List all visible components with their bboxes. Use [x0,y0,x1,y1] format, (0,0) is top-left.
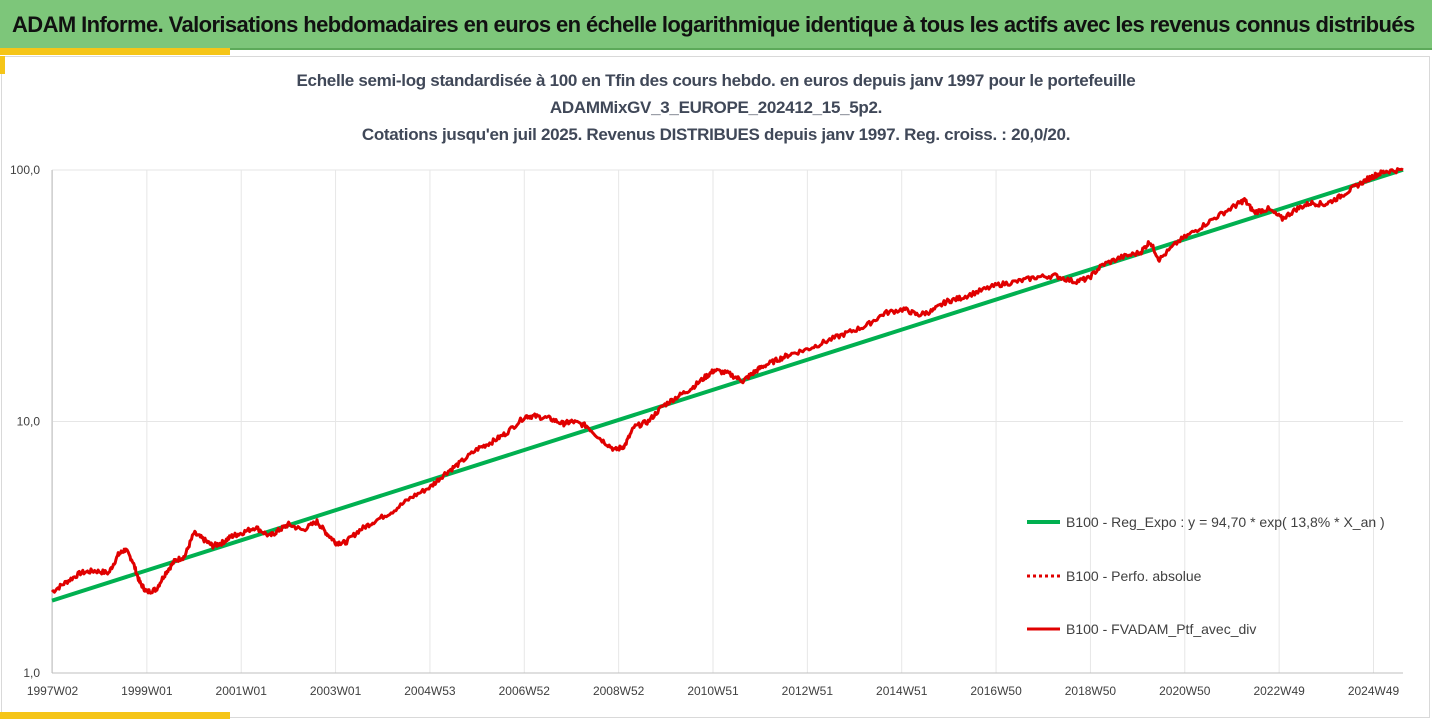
x-tick-label: 2018W50 [1065,684,1117,698]
chart-title-line-3: Cotations jusqu'en juil 2025. Revenus DI… [361,125,1071,144]
x-tick-label: 1999W01 [121,684,173,698]
x-tick-label: 2006W52 [499,684,551,698]
x-tick-label: 2003W01 [310,684,362,698]
bottom-accent-bar [0,712,230,719]
chart-frame [1,56,1430,718]
x-tick-label: 2010W51 [687,684,739,698]
legend-label: B100 - FVADAM_Ptf_avec_div [1066,621,1256,637]
x-tick-label: 2020W50 [1159,684,1211,698]
chart-title-line-2: ADAMMixGV_3_EUROPE_202412_15_5p2. [549,98,883,117]
page-title: ADAM Informe. Valorisations hebdomadaire… [12,12,1415,37]
chart-title-line-1: Echelle semi-log standardisée à 100 en T… [296,71,1136,90]
x-tick-label: 2001W01 [216,684,268,698]
x-tick-label: 2012W51 [782,684,834,698]
legend-label: B100 - Perfo. absolue [1066,568,1202,584]
x-tick-label: 2008W52 [593,684,645,698]
legend-label: B100 - Reg_Expo : y = 94,70 * exp( 13,8%… [1066,514,1385,530]
x-tick-label: 1997W02 [27,684,79,698]
banner-accent-bar [0,48,230,55]
x-tick-label: 2022W49 [1253,684,1305,698]
x-tick-label: 2004W53 [404,684,456,698]
header-banner [0,0,1432,50]
y-tick-label: 1,0 [23,666,40,680]
y-tick-label: 100,0 [10,163,40,177]
x-tick-label: 2024W49 [1348,684,1400,698]
x-tick-label: 2016W50 [970,684,1022,698]
x-tick-label: 2014W51 [876,684,928,698]
portfolio-line [50,167,1404,595]
side-accent-bar [0,56,5,74]
y-tick-label: 10,0 [17,415,41,429]
regression-line [51,167,1404,603]
